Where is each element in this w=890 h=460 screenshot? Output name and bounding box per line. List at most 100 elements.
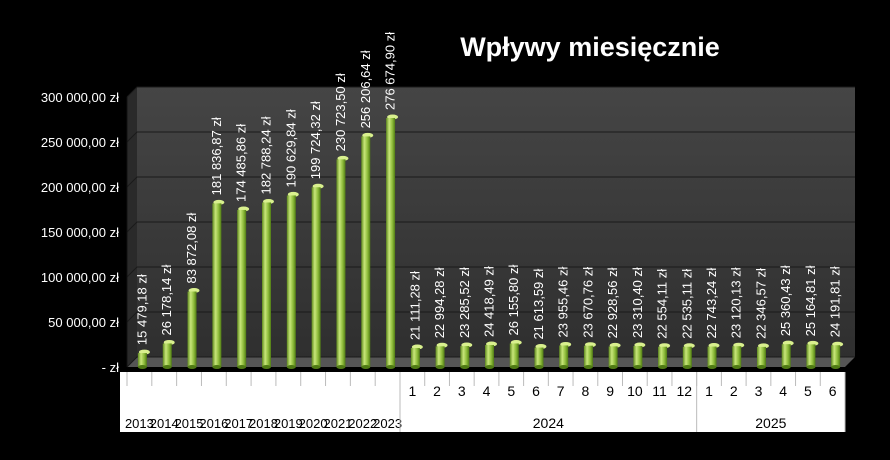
- gridline: [126, 311, 855, 323]
- data-label: 26 178,14 zł: [159, 264, 174, 335]
- bar: [658, 343, 671, 369]
- data-label: 22 535,11 zł: [679, 269, 694, 339]
- category-label: 2023: [373, 416, 402, 431]
- bar-base: [237, 365, 247, 369]
- category-label: 2013: [125, 416, 154, 431]
- category-label: 6: [829, 383, 837, 399]
- bar-body: [509, 343, 519, 367]
- bar: [633, 342, 646, 369]
- group-label: 2025: [755, 415, 786, 431]
- y-tick-label: 50 000,00 zł: [48, 315, 119, 330]
- category-label: 9: [606, 383, 614, 399]
- gridline: [126, 176, 855, 188]
- data-label: 21 111,28 zł: [407, 271, 422, 340]
- category-label: 2017: [224, 416, 253, 431]
- y-tick-label: 200 000,00 zł: [41, 180, 119, 195]
- bar-base: [534, 365, 544, 369]
- bar: [485, 341, 498, 369]
- bar: [286, 191, 299, 369]
- bar-base: [262, 365, 271, 369]
- chart-title: Wpływy miesięcznie: [460, 32, 720, 62]
- category-label: 6: [532, 383, 540, 399]
- bar: [707, 343, 720, 369]
- category-label: 2020: [299, 416, 328, 431]
- gridline: [126, 266, 855, 278]
- bar-body: [559, 345, 569, 367]
- data-label: 23 955,46 zł: [556, 266, 571, 337]
- bar-body: [633, 346, 643, 367]
- bar: [806, 340, 819, 369]
- bar-body: [237, 209, 247, 367]
- data-label: 22 743,24 zł: [704, 268, 719, 339]
- category-label: 7: [557, 383, 565, 399]
- bar: [410, 344, 423, 369]
- group-label: 2024: [533, 415, 564, 431]
- data-label: 256 206,64 zł: [358, 50, 373, 128]
- data-label: 83 872,08 zł: [184, 213, 199, 284]
- bar: [460, 342, 473, 369]
- data-label: 174 485,86 zł: [234, 124, 249, 202]
- bar: [386, 114, 399, 369]
- bar-base: [410, 365, 420, 369]
- bar: [311, 183, 324, 369]
- bar-base: [187, 365, 197, 369]
- bar-base: [781, 365, 791, 369]
- data-label: 24 191,81 zł: [828, 266, 843, 337]
- bar: [187, 288, 200, 369]
- bar-base: [137, 365, 147, 369]
- bar-body: [286, 195, 296, 367]
- y-tick-label: 150 000,00 zł: [41, 225, 119, 240]
- data-label: 23 285,52 zł: [457, 267, 472, 338]
- bar-body: [732, 346, 742, 367]
- data-label: 276 674,90 zł: [383, 32, 398, 110]
- bar-base: [732, 365, 742, 369]
- bar-base: [460, 365, 470, 369]
- bar: [608, 342, 621, 369]
- bar-body: [187, 291, 197, 367]
- data-label: 23 670,76 zł: [580, 267, 595, 338]
- category-label: 3: [755, 383, 763, 399]
- data-label: 24 418,49 zł: [482, 266, 497, 337]
- gridline: [126, 131, 855, 143]
- bar-base: [361, 365, 371, 369]
- y-tick-label: - zł: [102, 360, 119, 375]
- data-label: 23 310,40 zł: [630, 267, 645, 338]
- bar: [361, 132, 374, 369]
- category-label: 8: [582, 383, 590, 399]
- data-label: 23 120,13 zł: [729, 267, 744, 338]
- bar: [162, 339, 175, 369]
- data-label: 199 724,32 zł: [308, 101, 323, 179]
- bar-body: [162, 343, 172, 367]
- bar-base: [658, 365, 668, 369]
- category-label: 2014: [150, 416, 179, 431]
- bar: [435, 342, 448, 369]
- data-label: 25 360,43 zł: [778, 265, 793, 336]
- category-label: 1: [705, 383, 713, 399]
- data-label: 21 613,59 zł: [531, 269, 546, 340]
- bar-body: [460, 346, 470, 367]
- bar-base: [608, 365, 618, 369]
- bar-base: [509, 365, 519, 369]
- bar: [682, 343, 695, 369]
- bar-body: [682, 346, 692, 367]
- y-tick-label: 250 000,00 zł: [41, 135, 119, 150]
- category-label: 2019: [274, 416, 303, 431]
- data-label: 190 629,84 zł: [283, 109, 298, 187]
- category-label: 11: [652, 383, 667, 399]
- data-label: 22 554,11 zł: [655, 269, 670, 339]
- category-label: 2016: [199, 416, 228, 431]
- bar-base: [559, 365, 569, 369]
- bar-body: [435, 346, 445, 367]
- gridline: [126, 86, 855, 98]
- data-label: 181 836,87 zł: [209, 117, 224, 195]
- data-label: 22 928,56 zł: [605, 267, 620, 338]
- bar-base: [707, 365, 717, 369]
- bar: [534, 344, 547, 369]
- bar-body: [658, 346, 668, 367]
- bar: [509, 339, 522, 369]
- category-table-bg: [120, 372, 845, 432]
- category-label: 4: [483, 383, 491, 399]
- category-label: 10: [627, 383, 643, 399]
